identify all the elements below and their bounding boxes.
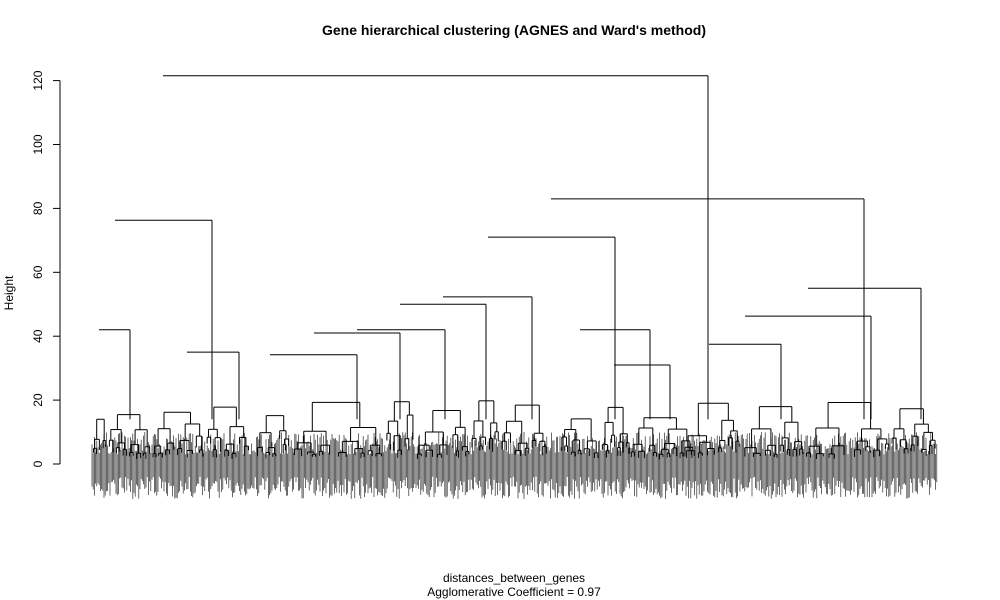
merge-B1a — [443, 296, 533, 420]
merge-B1 — [488, 236, 616, 420]
subtree-B1a1a1b — [386, 401, 414, 458]
merge-B1b2 — [614, 364, 671, 420]
root-merge — [163, 75, 709, 420]
subtree-B1b1 — [561, 418, 599, 459]
dendrogram-tree — [93, 75, 936, 460]
subtree-B1a1b — [471, 400, 499, 452]
leaf-mass — [91, 432, 938, 500]
subtree-A1a — [93, 418, 107, 454]
subtree-B1a1a1a2 — [293, 401, 383, 458]
merge-A — [115, 219, 213, 420]
merge-B2a — [745, 315, 872, 420]
merge-B2a1 — [709, 343, 782, 420]
subtree-B2a1b — [744, 406, 804, 458]
subtree-B2b — [891, 408, 936, 456]
merge-B1a1a1 — [314, 332, 401, 420]
subtree-B1a2 — [501, 404, 547, 456]
y-axis: 0 20 40 60 80 100 120 — [31, 70, 61, 467]
subtree-A2a — [152, 411, 204, 458]
subtree-B1a1a1a1 — [257, 415, 290, 459]
subtree-B2a1a — [684, 402, 740, 459]
subtree-A1b — [108, 414, 151, 459]
subtree-B2a2 — [805, 402, 890, 459]
agglomerative-coefficient: Agglomerative Coefficient = 0.97 — [427, 585, 601, 599]
y-tick-label: 80 — [31, 201, 45, 215]
y-tick-label: 100 — [31, 134, 45, 154]
y-tick-label: 60 — [31, 265, 45, 279]
y-axis-label: Height — [2, 275, 16, 310]
subtree-B1b2a — [601, 406, 630, 458]
y-tick-label: 0 — [31, 460, 45, 467]
y-tick-label: 120 — [31, 70, 45, 90]
merge-B1a1 — [400, 303, 487, 420]
x-axis-label: distances_between_genes — [443, 571, 585, 585]
merge-A1 — [99, 329, 131, 420]
chart-title: Gene hierarchical clustering (AGNES and … — [322, 22, 706, 38]
merge-B2 — [808, 287, 922, 420]
y-tick-label: 20 — [31, 393, 45, 407]
merge-B — [551, 198, 865, 420]
merge-B1a1a — [357, 329, 446, 420]
subtree-B1b2b — [630, 417, 693, 460]
merge-A2 — [187, 351, 240, 420]
subtree-A2b — [206, 406, 249, 459]
subtree-B1a1a2 — [416, 410, 470, 459]
merge-B1a1a1a — [270, 354, 358, 420]
y-tick-label: 40 — [31, 329, 45, 343]
merge-B1b — [580, 329, 651, 420]
